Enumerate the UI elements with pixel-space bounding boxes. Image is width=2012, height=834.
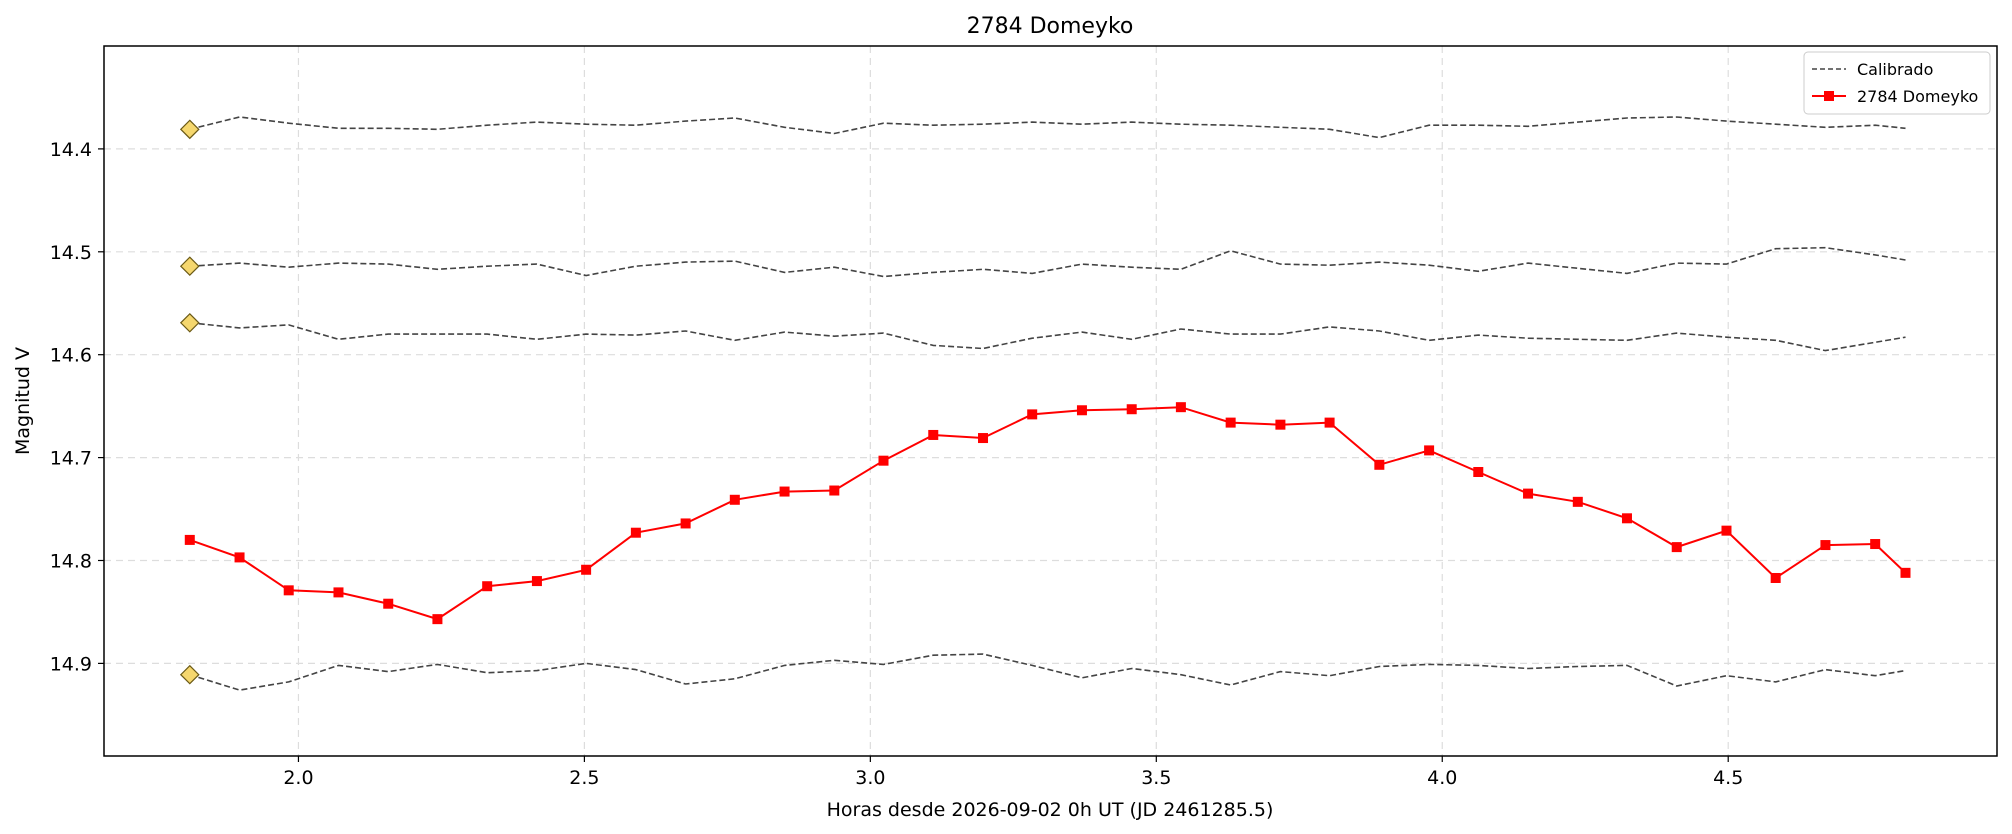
domeyko-point xyxy=(1275,419,1286,430)
domeyko-point xyxy=(630,527,641,538)
domeyko-point xyxy=(1900,567,1911,578)
domeyko-point xyxy=(283,585,294,596)
domeyko-point xyxy=(1374,459,1385,470)
chart-title: 2784 Domeyko xyxy=(967,14,1134,39)
domeyko-point xyxy=(1027,409,1038,420)
domeyko-point xyxy=(383,598,394,609)
x-axis-label: Horas desde 2026-09-02 0h UT (JD 2461285… xyxy=(827,799,1274,821)
series-layer xyxy=(179,116,1911,691)
x-tick-label: 4.0 xyxy=(1427,767,1457,789)
comparison-star-marker xyxy=(179,119,200,140)
domeyko-point xyxy=(680,518,691,529)
calibrado-series-4 xyxy=(189,653,1906,691)
domeyko-point xyxy=(878,455,889,466)
calibrado-series-1 xyxy=(189,116,1906,139)
domeyko-point xyxy=(1473,467,1484,477)
domeyko-point xyxy=(1870,539,1881,550)
domeyko-point xyxy=(1820,540,1831,551)
y-tick-label: 14.7 xyxy=(50,448,92,470)
y-tick-label: 14.4 xyxy=(50,139,92,161)
domeyko-point xyxy=(1076,405,1087,416)
domeyko-point xyxy=(1770,572,1781,583)
comparison-star-marker xyxy=(179,256,200,277)
x-axis: 2.0 2.5 3.0 3.5 4.0 4.5 xyxy=(283,756,1743,789)
domeyko-point xyxy=(184,534,195,545)
domeyko-point xyxy=(1721,525,1732,536)
domeyko-point xyxy=(1324,417,1335,428)
y-tick-label: 14.9 xyxy=(50,653,92,675)
domeyko-point xyxy=(234,552,245,563)
domeyko-series-line xyxy=(189,406,1907,621)
calibrado-series-3 xyxy=(189,322,1906,352)
domeyko-point xyxy=(1424,445,1435,456)
domeyko-point xyxy=(928,429,939,440)
domeyko-point xyxy=(1671,542,1682,553)
y-axis-label: Magnitud V xyxy=(12,347,34,455)
domeyko-point xyxy=(1621,513,1632,524)
domeyko-point xyxy=(829,485,840,496)
x-tick-label: 2.0 xyxy=(283,767,313,789)
legend-calibrado-label: Calibrado xyxy=(1857,60,1933,79)
y-tick-label: 14.5 xyxy=(50,242,92,264)
grid-lines xyxy=(104,46,1997,756)
domeyko-point xyxy=(333,587,344,598)
domeyko-point xyxy=(1175,402,1186,413)
plot-frame xyxy=(103,45,1998,757)
x-tick-label: 3.0 xyxy=(855,767,885,789)
legend-domeyko-label: 2784 Domeyko xyxy=(1857,87,1978,106)
comparison-star-marker xyxy=(179,664,200,685)
domeyko-point xyxy=(729,494,740,505)
domeyko-point xyxy=(581,564,592,575)
y-tick-label: 14.6 xyxy=(50,345,92,367)
x-tick-label: 4.5 xyxy=(1713,767,1743,789)
legend: Calibrado 2784 Domeyko xyxy=(1803,51,1991,115)
comparison-star-marker xyxy=(179,312,200,333)
domeyko-point xyxy=(432,614,443,625)
domeyko-point xyxy=(482,581,493,592)
x-tick-label: 3.5 xyxy=(1141,767,1171,789)
y-tick-label: 14.8 xyxy=(50,550,92,572)
y-axis: 14.4 14.5 14.6 14.7 14.8 14.9 xyxy=(50,139,104,675)
domeyko-point xyxy=(1225,417,1236,428)
legend-box xyxy=(1803,51,1991,115)
legend-domeyko-marker xyxy=(1824,91,1834,101)
domeyko-point xyxy=(531,576,542,587)
domeyko-point xyxy=(1126,404,1137,415)
domeyko-point xyxy=(1572,496,1583,507)
domeyko-point xyxy=(779,486,790,497)
calibrado-series-2 xyxy=(189,246,1906,278)
domeyko-point xyxy=(1523,488,1534,499)
domeyko-point xyxy=(978,433,989,444)
x-tick-label: 2.5 xyxy=(569,767,599,789)
